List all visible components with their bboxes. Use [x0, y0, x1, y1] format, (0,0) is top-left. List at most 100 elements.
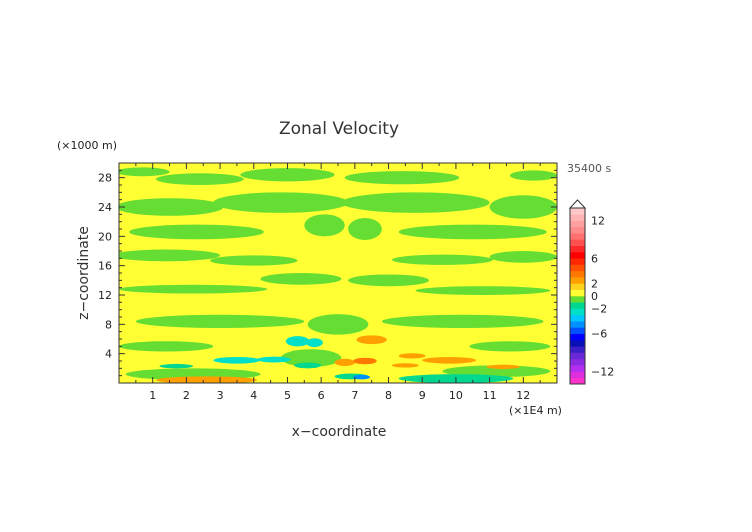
- colorbar-tick-label: −2: [591, 303, 607, 316]
- y-tick-label: 12: [98, 289, 112, 302]
- contour-region-6: [213, 192, 349, 213]
- x-axis-unit: (×1E4 m): [509, 404, 562, 417]
- colorbar-swatch: [570, 314, 585, 322]
- contour-region-11: [304, 214, 345, 237]
- contour-region-25: [469, 341, 551, 352]
- colorbar-swatch: [570, 220, 585, 228]
- contour-region-39: [356, 335, 387, 345]
- colorbar-swatch: [570, 321, 585, 328]
- contour-region-29: [285, 336, 310, 347]
- colorbar-swatch: [570, 214, 585, 221]
- contour-region-32: [257, 356, 291, 363]
- contour-region-31: [213, 356, 261, 364]
- colorbar-swatch: [570, 365, 585, 372]
- contour-region-2: [240, 168, 335, 182]
- contour-region-40: [398, 353, 426, 359]
- colorbar-swatch: [570, 270, 585, 278]
- colorbar-swatch: [570, 377, 585, 385]
- x-tick-label: 1: [149, 389, 156, 402]
- y-tick-label: 8: [105, 318, 112, 331]
- contour-region-15: [391, 254, 493, 265]
- colorbar-swatch: [570, 233, 585, 240]
- colorbar-swatch: [570, 352, 585, 360]
- x-tick-label: 12: [516, 389, 530, 402]
- colorbar-swatch: [570, 340, 585, 347]
- contour-region-22: [381, 314, 544, 328]
- contour-region-21: [135, 314, 305, 328]
- x-axis: 1 2 3 4 5 6 7 8 9 10 11 12: [135, 163, 541, 402]
- colorbar-tick-label: 12: [591, 215, 605, 228]
- colorbar-tick-label: −6: [591, 328, 607, 341]
- colorbar-swatch: [570, 226, 585, 234]
- time-label: 35400 s: [567, 162, 611, 175]
- contour-region-12: [348, 218, 382, 240]
- contour-region-13: [119, 249, 221, 262]
- contour-region-4: [509, 170, 557, 181]
- x-tick-label: 11: [483, 389, 497, 402]
- colorbar-swatch: [570, 208, 585, 215]
- y-tick-label: 4: [105, 348, 112, 361]
- y-axis-label: z−coordinate: [76, 226, 92, 320]
- contour-region-28: [280, 349, 342, 367]
- x-axis-label: x−coordinate: [292, 424, 387, 440]
- contour-region-38: [156, 376, 258, 383]
- contour-region-45: [353, 357, 377, 365]
- contour-region-19: [119, 284, 268, 294]
- y-axis-unit: (×1000 m): [57, 139, 117, 152]
- contour-region-23: [307, 314, 369, 335]
- x-tick-label: 6: [318, 389, 325, 402]
- colorbar-tick-label: 0: [591, 290, 598, 303]
- contour-region-14: [209, 255, 298, 266]
- contour-region-5: [119, 198, 224, 216]
- x-tick-label: 7: [351, 389, 358, 402]
- colorbar-tick-label: −12: [591, 365, 614, 378]
- y-tick-label: 16: [98, 260, 112, 273]
- contour-region-7: [341, 192, 490, 213]
- colorbar-swatch: [570, 333, 585, 341]
- colorbar-swatch: [570, 308, 585, 316]
- colorbar-swatch: [570, 327, 585, 335]
- colorbar-swatch: [570, 239, 585, 247]
- contour-region-0: [119, 167, 170, 177]
- contour-region-9: [129, 224, 264, 240]
- heatmap-field: [119, 163, 557, 383]
- y-tick-label: 24: [98, 201, 112, 214]
- x-tick-label: 9: [419, 389, 426, 402]
- colorbar-swatch: [570, 296, 585, 303]
- colorbar-swatch: [570, 358, 585, 366]
- chart-title: Zonal Velocity: [279, 119, 399, 139]
- x-tick-label: 3: [217, 389, 224, 402]
- y-tick-label: 28: [98, 172, 112, 185]
- colorbar-extend-arrow: [568, 199, 587, 209]
- contour-region-1: [156, 173, 244, 185]
- contour-region-20: [415, 286, 551, 295]
- colorbar-tick-label: 2: [591, 277, 598, 290]
- colorbar: 12 6 20−2 −6 −12: [568, 199, 614, 385]
- colorbar-swatch: [570, 252, 585, 259]
- contour-region-42: [391, 363, 419, 368]
- contour-region-33: [159, 363, 194, 369]
- x-tick-label: 5: [284, 389, 291, 402]
- contour-region-16: [489, 251, 557, 263]
- colorbar-swatch: [570, 245, 585, 253]
- x-tick-label: 2: [183, 389, 190, 402]
- colorbar-swatch: [570, 277, 585, 284]
- contour-region-37: [353, 374, 371, 380]
- colorbar-swatch: [570, 264, 585, 272]
- contour-region-3: [344, 171, 460, 185]
- contour-region-18: [348, 274, 429, 287]
- contour-region-10: [398, 224, 547, 240]
- colorbar-swatch: [570, 302, 585, 309]
- y-tick-label: 20: [98, 230, 112, 243]
- contour-region-34: [294, 362, 322, 369]
- x-tick-label: 4: [250, 389, 257, 402]
- contour-region-43: [334, 358, 355, 367]
- contour-region-41: [422, 356, 477, 364]
- contour-region-8: [489, 195, 557, 219]
- colorbar-swatch: [570, 289, 585, 297]
- contour-region-30: [305, 338, 323, 348]
- colorbar-swatch: [570, 258, 585, 265]
- colorbar-tick-label: 6: [591, 252, 598, 265]
- contour-region-27: [442, 365, 551, 378]
